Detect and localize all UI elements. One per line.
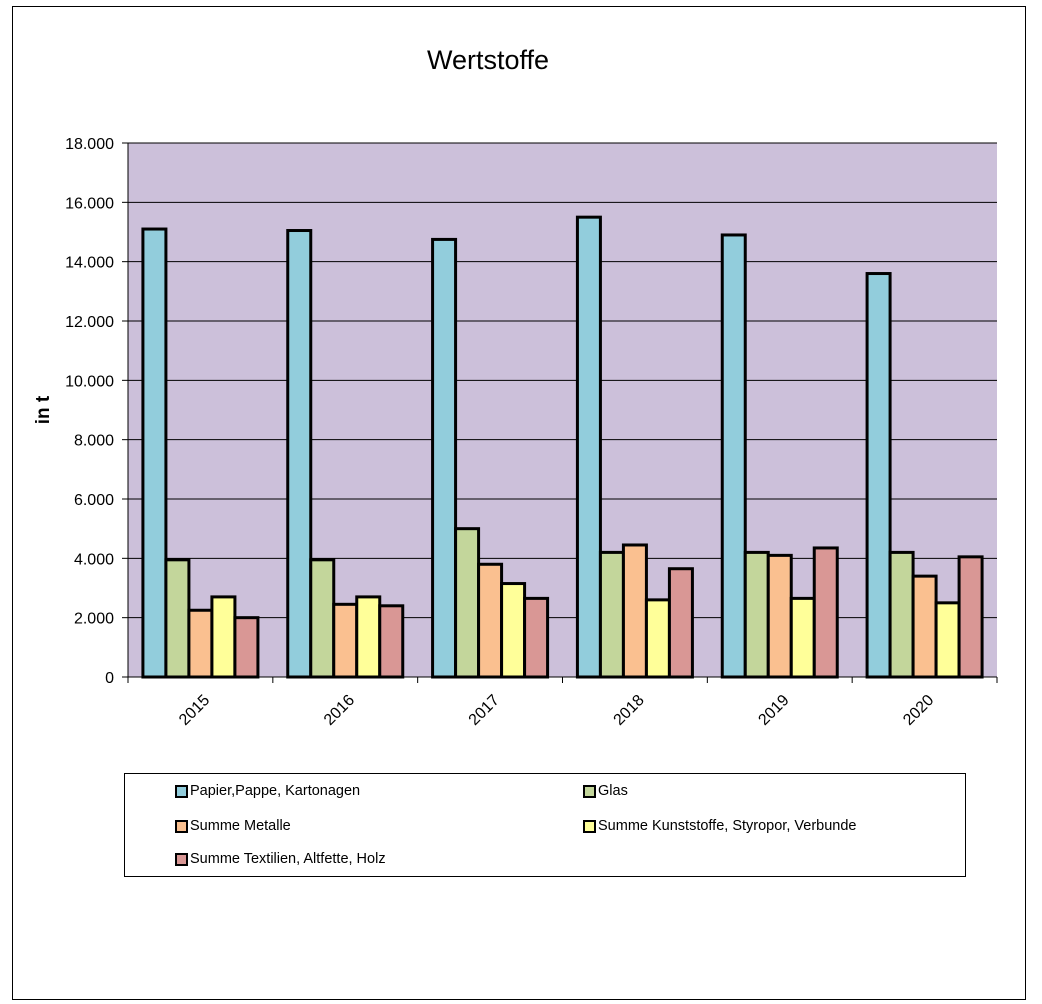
- bar: [164, 558, 191, 679]
- legend-label: Papier,Pappe, Kartonagen: [190, 783, 361, 799]
- bar: [888, 550, 915, 679]
- bar: [233, 616, 260, 679]
- x-tick-label: 2015: [176, 692, 213, 729]
- y-tick-label: 8.000: [74, 433, 114, 450]
- bar: [477, 562, 504, 679]
- legend-label: Glas: [598, 783, 628, 799]
- y-tick-label: 18.000: [65, 136, 114, 153]
- legend-swatch: [583, 819, 596, 833]
- bar: [355, 595, 382, 679]
- bar: [575, 215, 602, 679]
- bar: [309, 558, 336, 679]
- y-tick-label: 10.000: [65, 373, 114, 390]
- bar: [431, 237, 458, 679]
- bar: [621, 543, 648, 679]
- bar: [454, 527, 481, 679]
- legend-item: Summe Metalle: [175, 818, 291, 834]
- legend-swatch: [583, 784, 596, 798]
- legend-item: Summe Textilien, Altfette, Holz: [175, 851, 386, 867]
- bar: [141, 227, 168, 679]
- y-tick-label: 2.000: [74, 611, 114, 628]
- legend: Papier,Pappe, Kartonagen Glas Summe Meta…: [124, 773, 966, 877]
- x-tick-label: 2019: [755, 692, 792, 729]
- bar: [500, 582, 527, 679]
- bar: [766, 553, 793, 679]
- bar: [187, 608, 214, 679]
- y-tick-label: 12.000: [65, 314, 114, 331]
- legend-label: Summe Metalle: [190, 818, 291, 834]
- bar: [934, 601, 961, 679]
- bar: [523, 596, 550, 679]
- x-tick-label: 2017: [466, 692, 503, 729]
- x-tick-label: 2020: [900, 692, 937, 729]
- y-tick-label: 0: [105, 670, 114, 687]
- y-tick-label: 14.000: [65, 255, 114, 272]
- bar: [378, 604, 405, 679]
- bar: [644, 598, 671, 679]
- legend-swatch: [175, 852, 188, 866]
- legend-item: Papier,Pappe, Kartonagen: [175, 783, 360, 799]
- bar: [812, 546, 839, 679]
- bar: [865, 272, 892, 679]
- y-tick-label: 16.000: [65, 195, 114, 212]
- bar: [332, 602, 359, 679]
- y-tick-label: 4.000: [74, 551, 114, 568]
- legend-label: Summe Textilien, Altfette, Holz: [190, 851, 386, 867]
- y-tick-label: 6.000: [74, 492, 114, 509]
- plot-area: [128, 143, 997, 677]
- bar: [720, 233, 747, 679]
- bar: [286, 229, 313, 679]
- y-tick-labels: 0 2.000 4.000 6.000 8.000 10.000 12.000 14.000 1…: [65, 136, 128, 687]
- x-tick-label: 2018: [611, 692, 648, 729]
- bar: [911, 574, 938, 679]
- legend-swatch: [175, 784, 188, 798]
- legend-item: Glas: [583, 783, 628, 799]
- gridlines: [128, 142, 997, 619]
- chart-title: Wertstoffe: [427, 45, 549, 75]
- bar: [598, 550, 625, 679]
- legend-swatch: [175, 819, 188, 833]
- bar: [743, 550, 770, 679]
- legend-label: Summe Kunststoffe, Styropor, Verbunde: [598, 818, 857, 834]
- y-axis-label: in t: [33, 395, 54, 424]
- bar: [210, 595, 237, 679]
- legend-item: Summe Kunststoffe, Styropor, Verbunde: [583, 818, 856, 834]
- bars: [141, 215, 984, 679]
- x-tick-labels: 2015 2016 2017 2018 2019 2020: [127, 677, 998, 729]
- bar: [957, 555, 984, 679]
- x-tick-label: 2016: [321, 692, 358, 729]
- bar: [667, 567, 694, 679]
- bar: [789, 596, 816, 679]
